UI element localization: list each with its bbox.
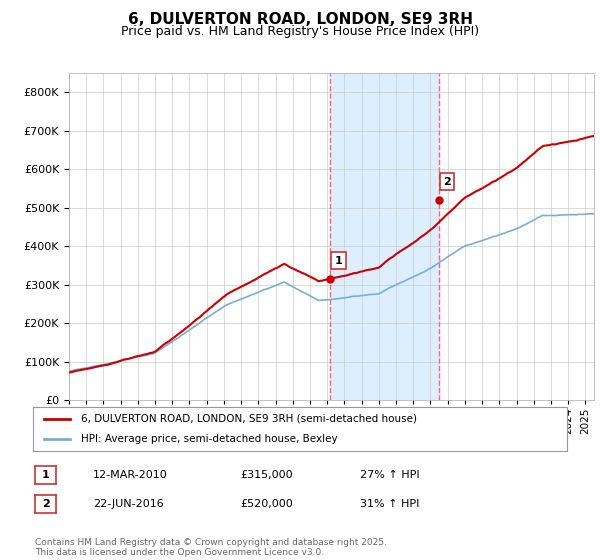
Text: Price paid vs. HM Land Registry's House Price Index (HPI): Price paid vs. HM Land Registry's House … — [121, 25, 479, 38]
Text: 6, DULVERTON ROAD, LONDON, SE9 3RH (semi-detached house): 6, DULVERTON ROAD, LONDON, SE9 3RH (semi… — [81, 414, 417, 424]
Text: 12-MAR-2010: 12-MAR-2010 — [93, 470, 168, 480]
Text: 6, DULVERTON ROAD, LONDON, SE9 3RH: 6, DULVERTON ROAD, LONDON, SE9 3RH — [128, 12, 473, 27]
Text: 2: 2 — [42, 499, 49, 509]
Text: 22-JUN-2016: 22-JUN-2016 — [93, 499, 164, 509]
Text: £315,000: £315,000 — [240, 470, 293, 480]
Bar — [331, 73, 439, 400]
Text: Contains HM Land Registry data © Crown copyright and database right 2025.
This d: Contains HM Land Registry data © Crown c… — [35, 538, 386, 557]
Text: £520,000: £520,000 — [240, 499, 293, 509]
Text: 31% ↑ HPI: 31% ↑ HPI — [360, 499, 419, 509]
Text: 2: 2 — [443, 176, 451, 186]
Text: 1: 1 — [42, 470, 49, 480]
Text: 27% ↑ HPI: 27% ↑ HPI — [360, 470, 419, 480]
Text: HPI: Average price, semi-detached house, Bexley: HPI: Average price, semi-detached house,… — [81, 434, 338, 444]
Text: 1: 1 — [335, 255, 343, 265]
